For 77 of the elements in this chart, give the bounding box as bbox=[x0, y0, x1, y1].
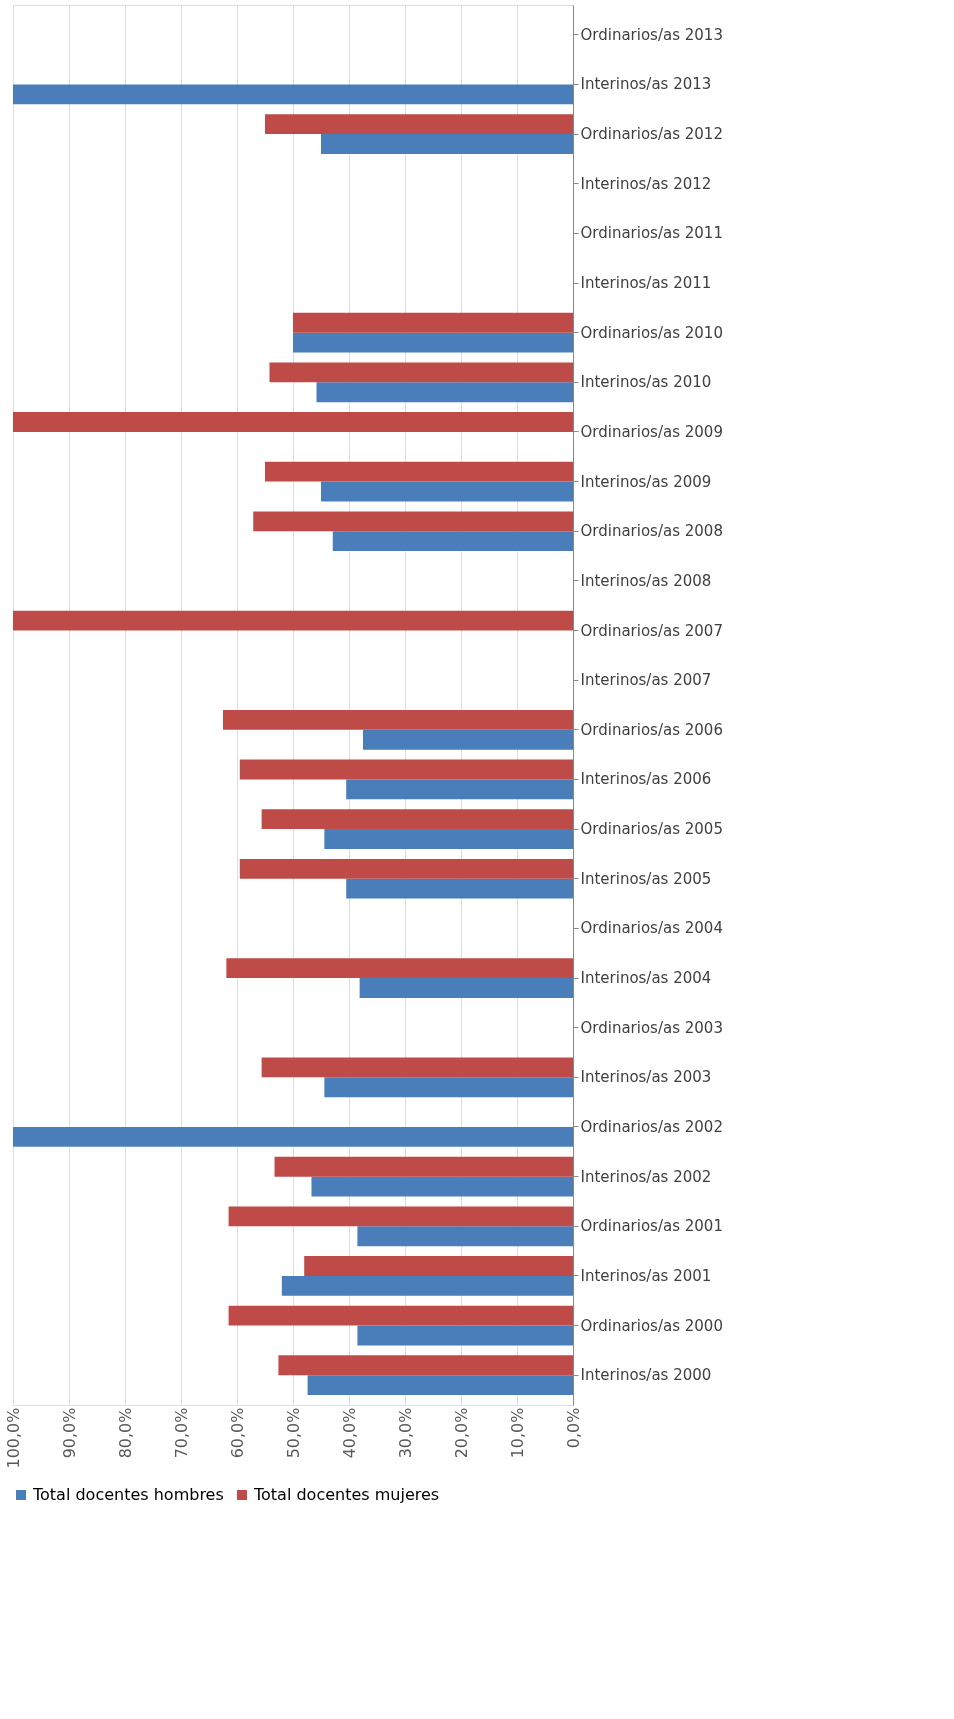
y-tick-label: Interinos/as 2006 bbox=[580, 770, 712, 789]
y-tick-label: Ordinarios/as 2009 bbox=[580, 422, 723, 441]
y-tick-label: Interinos/as 2012 bbox=[580, 174, 712, 193]
bar bbox=[13, 1126, 573, 1147]
y-tick-label: Ordinarios/as 2001 bbox=[580, 1217, 723, 1236]
y-tick-label: Ordinarios/as 2007 bbox=[580, 621, 723, 640]
bar bbox=[253, 511, 573, 532]
bar bbox=[359, 978, 573, 998]
bar bbox=[293, 332, 573, 353]
bar bbox=[346, 779, 573, 800]
x-tick-label: 0,0% bbox=[563, 1407, 583, 1449]
x-tick-label: 60,0% bbox=[227, 1407, 247, 1459]
bar bbox=[239, 759, 573, 780]
bar bbox=[363, 729, 573, 750]
bar bbox=[304, 1256, 573, 1276]
y-tick-label: Ordinarios/as 2012 bbox=[580, 125, 723, 144]
x-tick-label: 80,0% bbox=[115, 1407, 135, 1459]
bar bbox=[293, 312, 573, 333]
bar bbox=[261, 1057, 573, 1078]
bar bbox=[278, 1355, 573, 1376]
y-tick-label: Interinos/as 2004 bbox=[580, 969, 712, 988]
y-tick-label: Ordinarios/as 2011 bbox=[580, 224, 723, 243]
bar bbox=[357, 1325, 573, 1346]
y-tick-label: Interinos/as 2007 bbox=[580, 671, 712, 690]
x-tick-label: 50,0% bbox=[283, 1407, 303, 1459]
x-tick-label: 20,0% bbox=[451, 1407, 471, 1459]
bar bbox=[13, 84, 573, 105]
bar bbox=[269, 362, 573, 383]
bar bbox=[274, 1156, 573, 1177]
x-tick-label: 100,0% bbox=[3, 1407, 23, 1469]
bar bbox=[226, 958, 573, 979]
x-tick-label: 10,0% bbox=[507, 1407, 527, 1459]
bar bbox=[357, 1226, 573, 1247]
bar bbox=[311, 1176, 573, 1197]
bar bbox=[281, 1275, 573, 1296]
bar bbox=[265, 461, 573, 482]
bar bbox=[321, 481, 573, 502]
x-tick-label: 30,0% bbox=[395, 1407, 415, 1459]
y-tick-label: Interinos/as 2011 bbox=[580, 274, 712, 293]
bar bbox=[239, 858, 573, 879]
y-tick-label: Ordinarios/as 2003 bbox=[580, 1018, 723, 1037]
bar bbox=[228, 1305, 573, 1326]
y-tick-label: Interinos/as 2010 bbox=[580, 373, 712, 392]
x-tick-label: 40,0% bbox=[339, 1407, 359, 1459]
y-tick-label: Interinos/as 2009 bbox=[580, 472, 712, 491]
x-tick-label: 70,0% bbox=[171, 1407, 191, 1459]
y-tick-label: Interinos/as 2013 bbox=[580, 75, 712, 94]
bar bbox=[13, 610, 573, 631]
y-tick-label: Ordinarios/as 2004 bbox=[580, 919, 723, 938]
bar bbox=[307, 1375, 573, 1396]
bar bbox=[265, 114, 573, 135]
y-tick-label: Ordinarios/as 2002 bbox=[580, 1117, 723, 1136]
y-tick-label: Ordinarios/as 2008 bbox=[580, 522, 723, 541]
y-tick-label: Interinos/as 2005 bbox=[580, 869, 712, 888]
bar bbox=[346, 878, 573, 899]
y-tick-label: Ordinarios/as 2013 bbox=[580, 25, 723, 44]
bar bbox=[261, 809, 573, 830]
bar bbox=[316, 382, 573, 403]
legend-label: Total docentes mujeres bbox=[253, 1485, 440, 1504]
y-tick-label: Interinos/as 2001 bbox=[580, 1266, 712, 1285]
bar bbox=[332, 531, 573, 552]
y-tick-label: Ordinarios/as 2010 bbox=[580, 323, 723, 342]
bar bbox=[228, 1206, 573, 1227]
y-tick-label: Ordinarios/as 2005 bbox=[580, 820, 723, 839]
bar bbox=[13, 412, 573, 432]
x-tick-label: 90,0% bbox=[59, 1407, 79, 1459]
y-tick-label: Interinos/as 2002 bbox=[580, 1167, 712, 1186]
y-tick-label: Interinos/as 2000 bbox=[580, 1366, 712, 1385]
y-tick-label: Interinos/as 2008 bbox=[580, 571, 712, 590]
bar bbox=[321, 134, 573, 154]
legend-label: Total docentes hombres bbox=[32, 1485, 224, 1504]
bar bbox=[324, 1077, 573, 1098]
y-tick-label: Interinos/as 2003 bbox=[580, 1068, 712, 1087]
y-tick-label: Ordinarios/as 2006 bbox=[580, 720, 723, 739]
bar bbox=[324, 829, 573, 849]
bar bbox=[223, 709, 573, 730]
y-tick-label: Ordinarios/as 2000 bbox=[580, 1316, 723, 1335]
